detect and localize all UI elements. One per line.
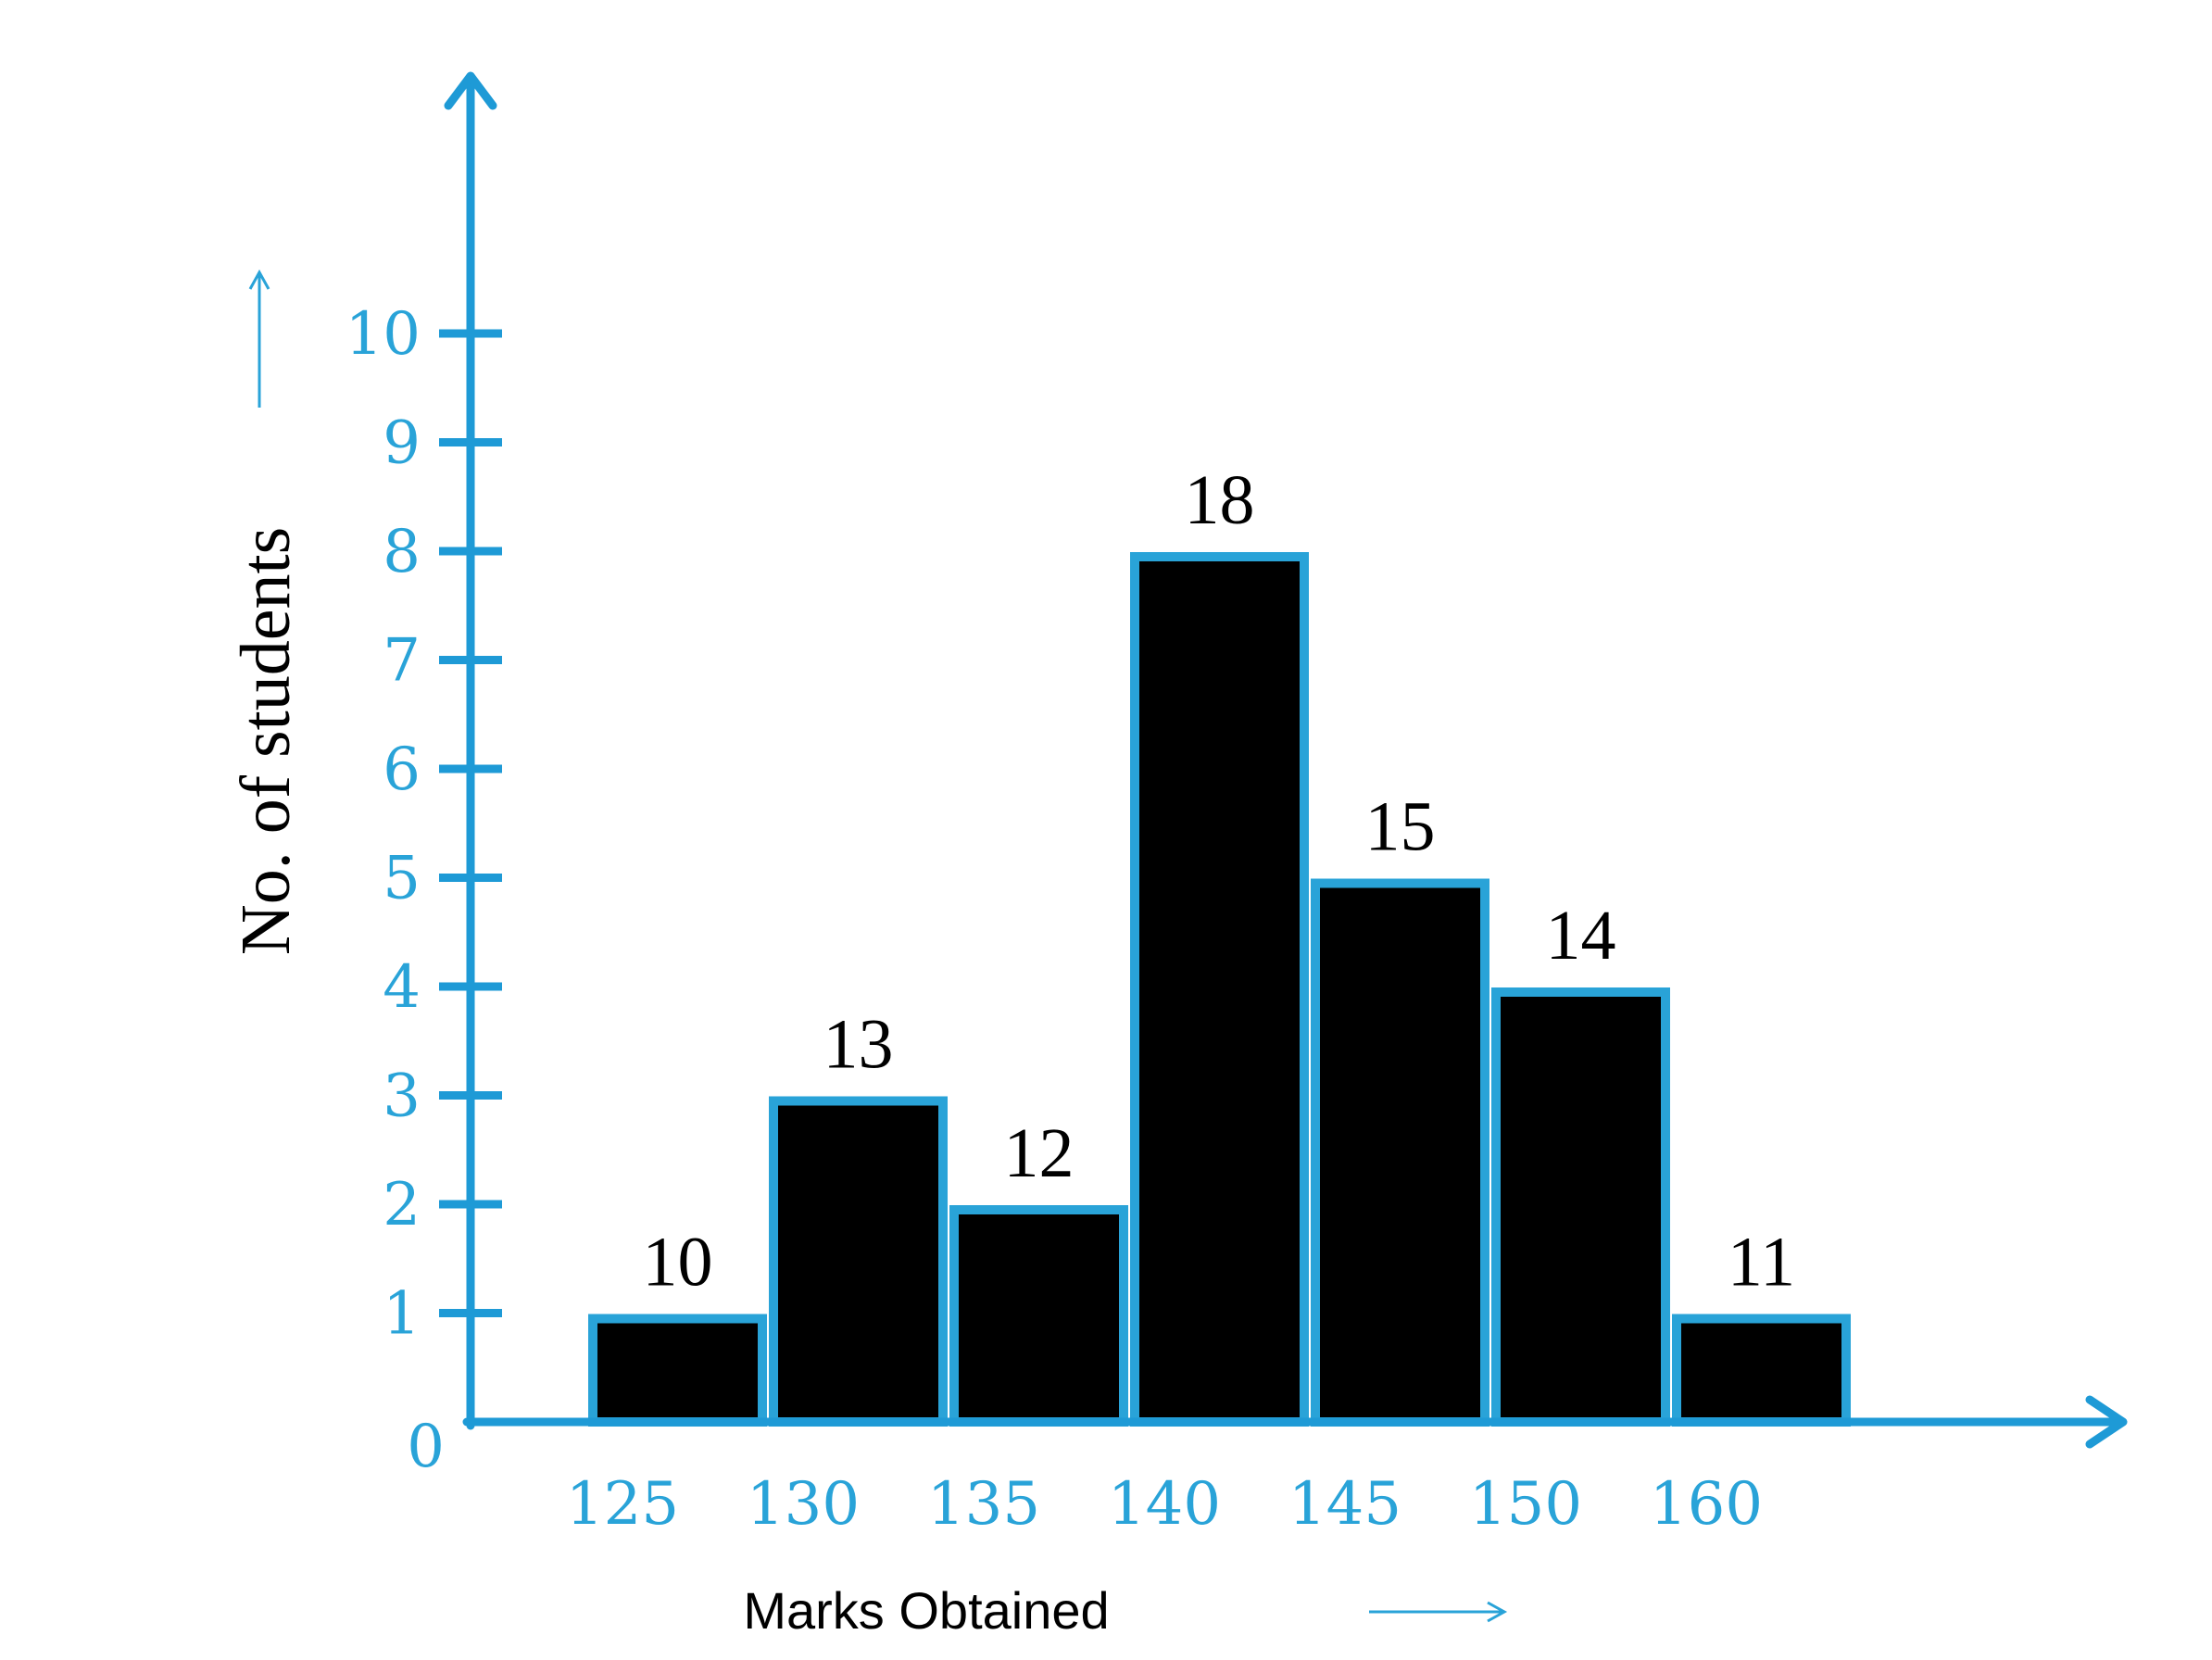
bar-140 bbox=[1130, 552, 1309, 1427]
x-tick-label-150: 150 bbox=[1469, 1470, 1582, 1539]
y-tick-label-9: 9 bbox=[383, 409, 421, 478]
y-tick-label-7: 7 bbox=[383, 627, 421, 696]
y-tick-label-1: 1 bbox=[383, 1280, 421, 1349]
bars-layer bbox=[588, 552, 1851, 1427]
y-tick-label-5: 5 bbox=[383, 845, 421, 913]
bar-160 bbox=[1672, 1314, 1851, 1427]
bar-data-label-130: 13 bbox=[823, 1006, 894, 1084]
bar-145 bbox=[1311, 878, 1489, 1427]
y-axis-label: No. of students bbox=[227, 527, 305, 955]
labels-layer: 10 125 13 130 12 135 18 140 15 145 14 150 11 160 bbox=[566, 461, 1795, 1539]
bar-125 bbox=[588, 1314, 767, 1427]
x-tick-label-135: 135 bbox=[927, 1470, 1040, 1539]
x-axis-arrowhead bbox=[2085, 1395, 2128, 1449]
bar-data-label-160: 11 bbox=[1728, 1224, 1795, 1302]
y-tick-label-10: 10 bbox=[346, 300, 421, 369]
y-tick-label-4: 4 bbox=[383, 953, 421, 1022]
x-tick-label-145: 145 bbox=[1288, 1470, 1401, 1539]
x-tick-label-125: 125 bbox=[566, 1470, 679, 1539]
bar-130 bbox=[769, 1096, 948, 1427]
x-tick-label-130: 130 bbox=[747, 1470, 860, 1539]
bar-150 bbox=[1491, 987, 1670, 1427]
x-axis-label-arrow bbox=[1369, 1601, 1508, 1623]
bar-data-label-125: 10 bbox=[643, 1224, 713, 1302]
x-tick-label-140: 140 bbox=[1108, 1470, 1221, 1539]
bar-data-label-150: 14 bbox=[1546, 897, 1616, 975]
bar-135 bbox=[949, 1205, 1128, 1427]
x-tick-label-160: 160 bbox=[1650, 1470, 1763, 1539]
y-tick-label-3: 3 bbox=[383, 1063, 421, 1131]
bar-data-label-140: 18 bbox=[1185, 461, 1255, 539]
y-axis-label-arrow bbox=[248, 269, 270, 408]
y-tick-label-6: 6 bbox=[383, 736, 421, 804]
y-axis-arrowhead bbox=[444, 71, 497, 110]
x-axis-label: Marks Obtained bbox=[743, 1581, 1109, 1640]
bar-data-label-135: 12 bbox=[1004, 1114, 1075, 1192]
y-tick-label-8: 8 bbox=[383, 518, 421, 586]
y-tick-label-0: 0 bbox=[407, 1413, 445, 1481]
y-tick-label-2: 2 bbox=[383, 1171, 421, 1239]
bar-data-label-145: 15 bbox=[1365, 788, 1436, 866]
ticks-layer: 0 1 2 3 4 5 6 7 8 9 10 bbox=[346, 300, 502, 1481]
